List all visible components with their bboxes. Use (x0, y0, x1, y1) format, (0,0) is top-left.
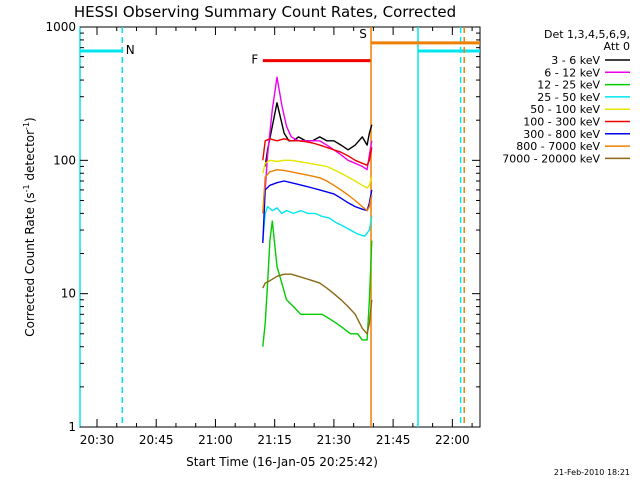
axis-layer: 20:30 20:45 21:00 21:15 21:30 21:45 22:00 1 10 10… (45, 20, 480, 447)
series-line (262, 138, 373, 166)
flags-layer (79, 27, 480, 427)
flag-label-n: N (126, 43, 135, 57)
x-tick-label: 21:00 (198, 433, 233, 447)
legend-header-attenuator: Att 0 (604, 40, 630, 53)
legend-entry-label: 50 - 100 keV (530, 103, 600, 116)
y-tick-label: 10 (61, 287, 76, 301)
x-tick-label: 20:30 (80, 433, 115, 447)
legend-entry-label: 300 - 800 keV (523, 128, 600, 141)
y-axis-label: Corrected Count Rate (s-1 detector-1) (22, 117, 37, 336)
y-tick-label: 1 (68, 420, 76, 434)
legend-entry-label: 100 - 300 keV (523, 116, 600, 129)
series-layer (262, 76, 373, 347)
series-line (262, 180, 373, 244)
series-line (262, 168, 373, 214)
x-tick-label: 21:15 (257, 433, 292, 447)
footer-timestamp: 21-Feb-2010 18:21 (554, 468, 630, 477)
series-line (262, 273, 373, 335)
x-tick-label: 20:45 (139, 433, 174, 447)
y-tick-label: 100 (53, 153, 76, 167)
chart-title: HESSI Observing Summary Count Rates, Cor… (74, 3, 456, 21)
x-tick-label: 21:30 (317, 433, 352, 447)
legend-header-detectors: Det 1,3,4,5,6,9, (544, 28, 630, 41)
series-line (264, 76, 373, 190)
x-tick-label: 21:45 (376, 433, 411, 447)
legend-entry-label: 25 - 50 keV (537, 91, 600, 104)
x-tick-label: 22:00 (435, 433, 470, 447)
legend-entry-label: 3 - 6 keV (551, 54, 600, 67)
legend-entry-label: 6 - 12 keV (544, 66, 600, 79)
x-axis-label: Start Time (16-Jan-05 20:25:42) (186, 455, 378, 469)
y-tick-label: 1000 (45, 20, 76, 34)
series-line (262, 220, 373, 347)
flag-label-f: F (251, 53, 258, 67)
plot-frame (79, 26, 481, 428)
series-line (262, 205, 373, 241)
series-line (264, 102, 373, 167)
series-line (262, 159, 373, 189)
legend-entry-label: 7000 - 20000 keV (502, 152, 600, 165)
flag-label-s: S (359, 27, 367, 41)
legend-entry-label: 12 - 25 keV (537, 79, 600, 92)
legend-entry-label: 800 - 7000 keV (516, 140, 600, 153)
